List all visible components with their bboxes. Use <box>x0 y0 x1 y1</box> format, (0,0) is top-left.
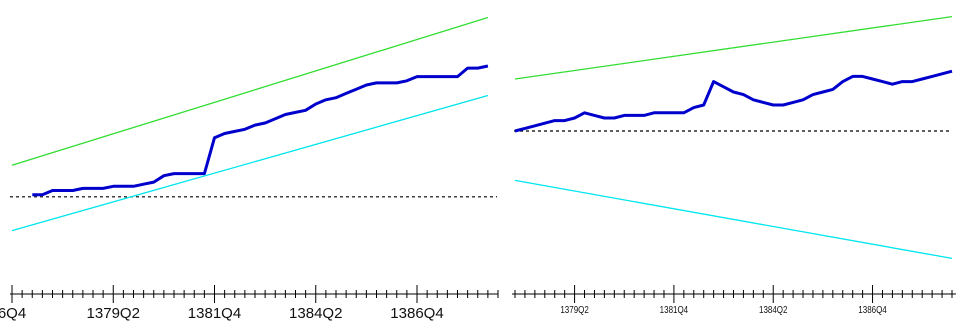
left-chart: 6Q4 1379Q2 1381Q4 1384Q2 1386Q4 <box>0 16 499 322</box>
main-series-line <box>32 64 489 197</box>
right-chart-panel: 1379Q2 1381Q4 1384Q2 1386Q4 <box>510 0 966 323</box>
x-tick-label: 1386Q4 <box>858 304 886 315</box>
x-tick-label: 1379Q2 <box>87 305 140 322</box>
right-chart: 1379Q2 1381Q4 1384Q2 1386Q4 <box>512 15 956 315</box>
x-tick-label: 1381Q4 <box>188 305 241 322</box>
x-tick-label: 1386Q4 <box>390 305 443 322</box>
upper-bound-line <box>11 16 489 166</box>
lower-bound-line <box>514 179 953 260</box>
x-tick-label: 1381Q4 <box>660 304 688 315</box>
main-series-line <box>514 69 953 133</box>
x-tick-label: 1384Q2 <box>759 304 787 315</box>
x-tick-label: 6Q4 <box>0 305 26 322</box>
lower-bound-line <box>11 94 489 232</box>
left-chart-panel: 6Q4 1379Q2 1381Q4 1384Q2 1386Q4 <box>0 16 499 322</box>
x-tick-label: 1384Q2 <box>289 305 342 322</box>
x-tick-label: 1379Q2 <box>560 304 588 315</box>
upper-bound-line <box>514 15 953 80</box>
